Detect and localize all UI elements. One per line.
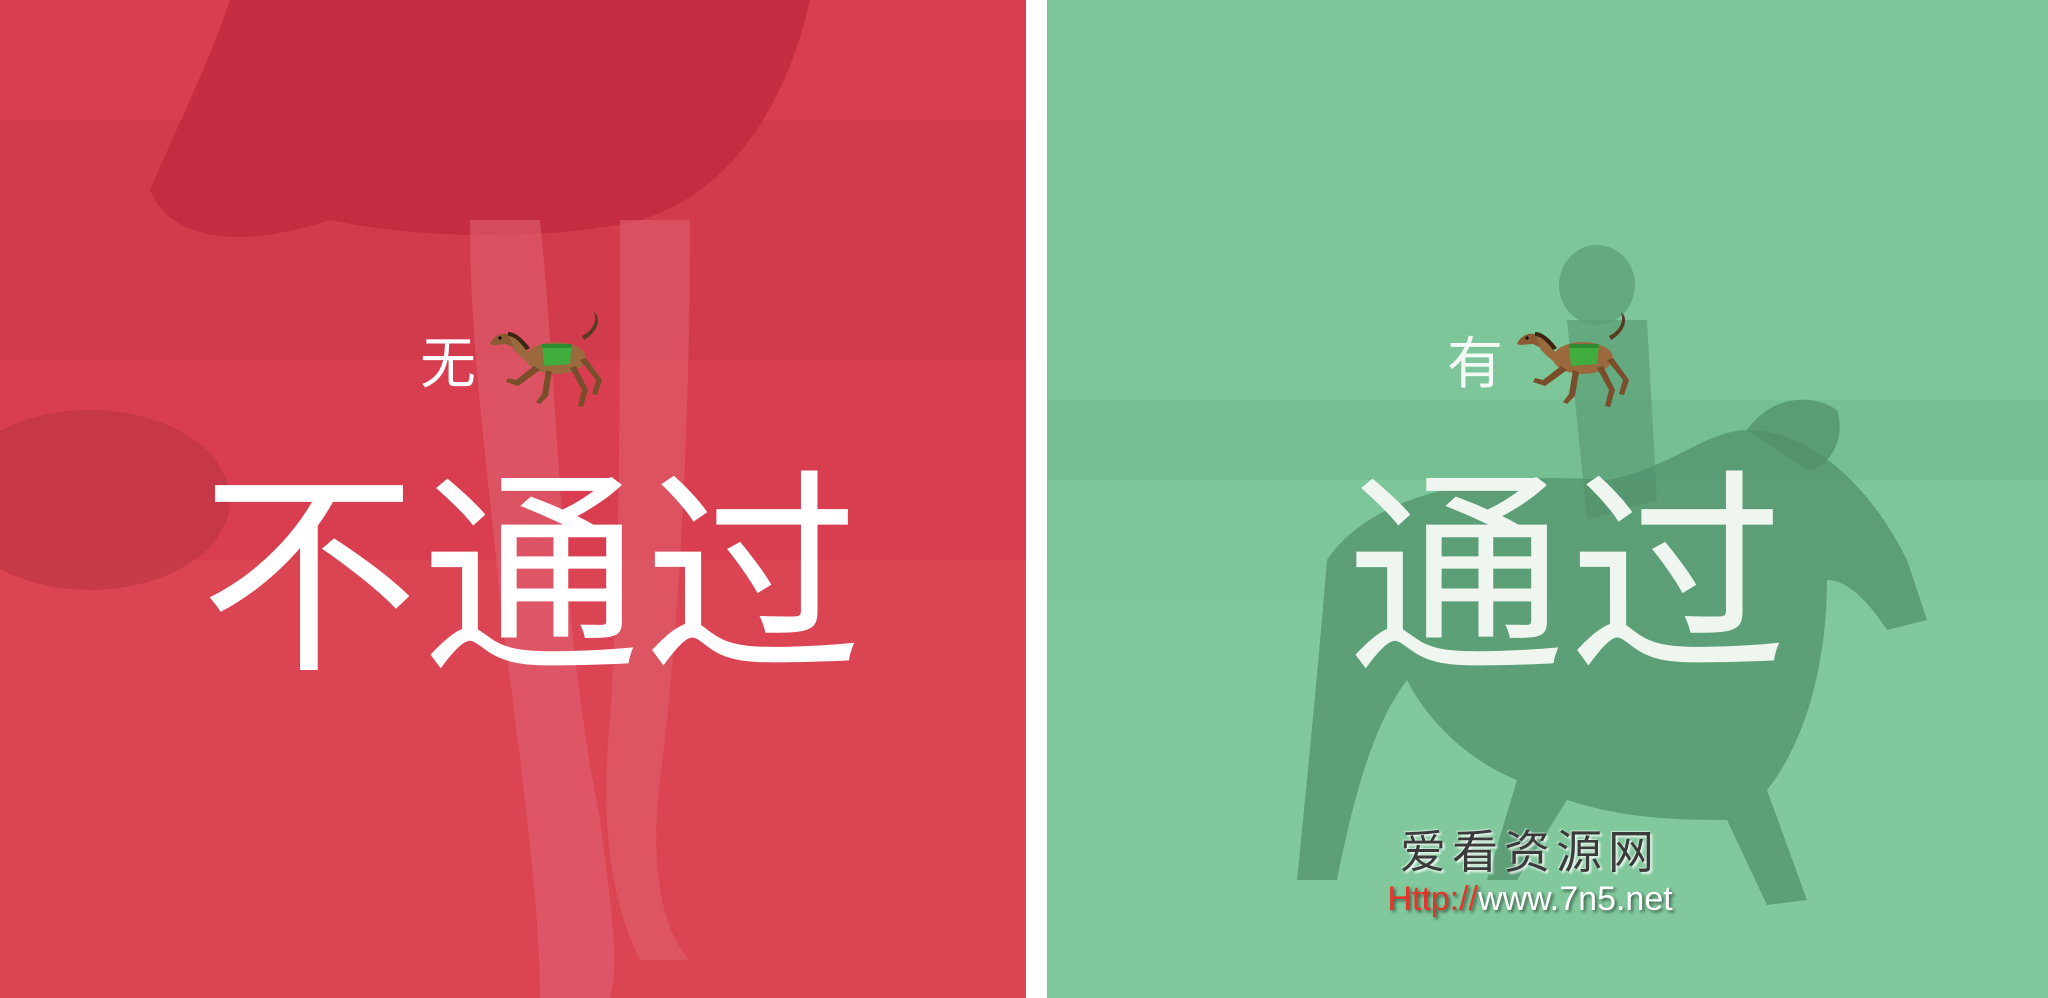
right-big-text: 通过 — [1347, 452, 1791, 705]
left-background-photo — [0, 0, 1026, 998]
watermark-url: Http://www.7n5.net — [1370, 879, 1690, 920]
right-background-photo — [1047, 0, 2048, 998]
left-panel: 无 不通过 — [0, 0, 1026, 998]
watermark-title: 爱看资源网 — [1400, 825, 1660, 879]
watermark: 爱看资源网 Http://www.7n5.net — [1370, 826, 1690, 920]
left-small-line: 无 — [420, 310, 606, 420]
right-small-line: 有 — [1447, 310, 1633, 420]
right-small-text: 有 — [1447, 332, 1503, 397]
racing-horse-icon — [486, 310, 606, 420]
watermark-url-rest: www.7n5.net — [1478, 879, 1673, 918]
left-big-text: 不通过 — [200, 452, 866, 705]
watermark-url-prefix: Http:// — [1387, 879, 1479, 918]
right-panel: 有 通过 — [1047, 0, 2048, 998]
racing-horse-icon — [1513, 310, 1633, 420]
left-small-text: 无 — [420, 332, 476, 397]
